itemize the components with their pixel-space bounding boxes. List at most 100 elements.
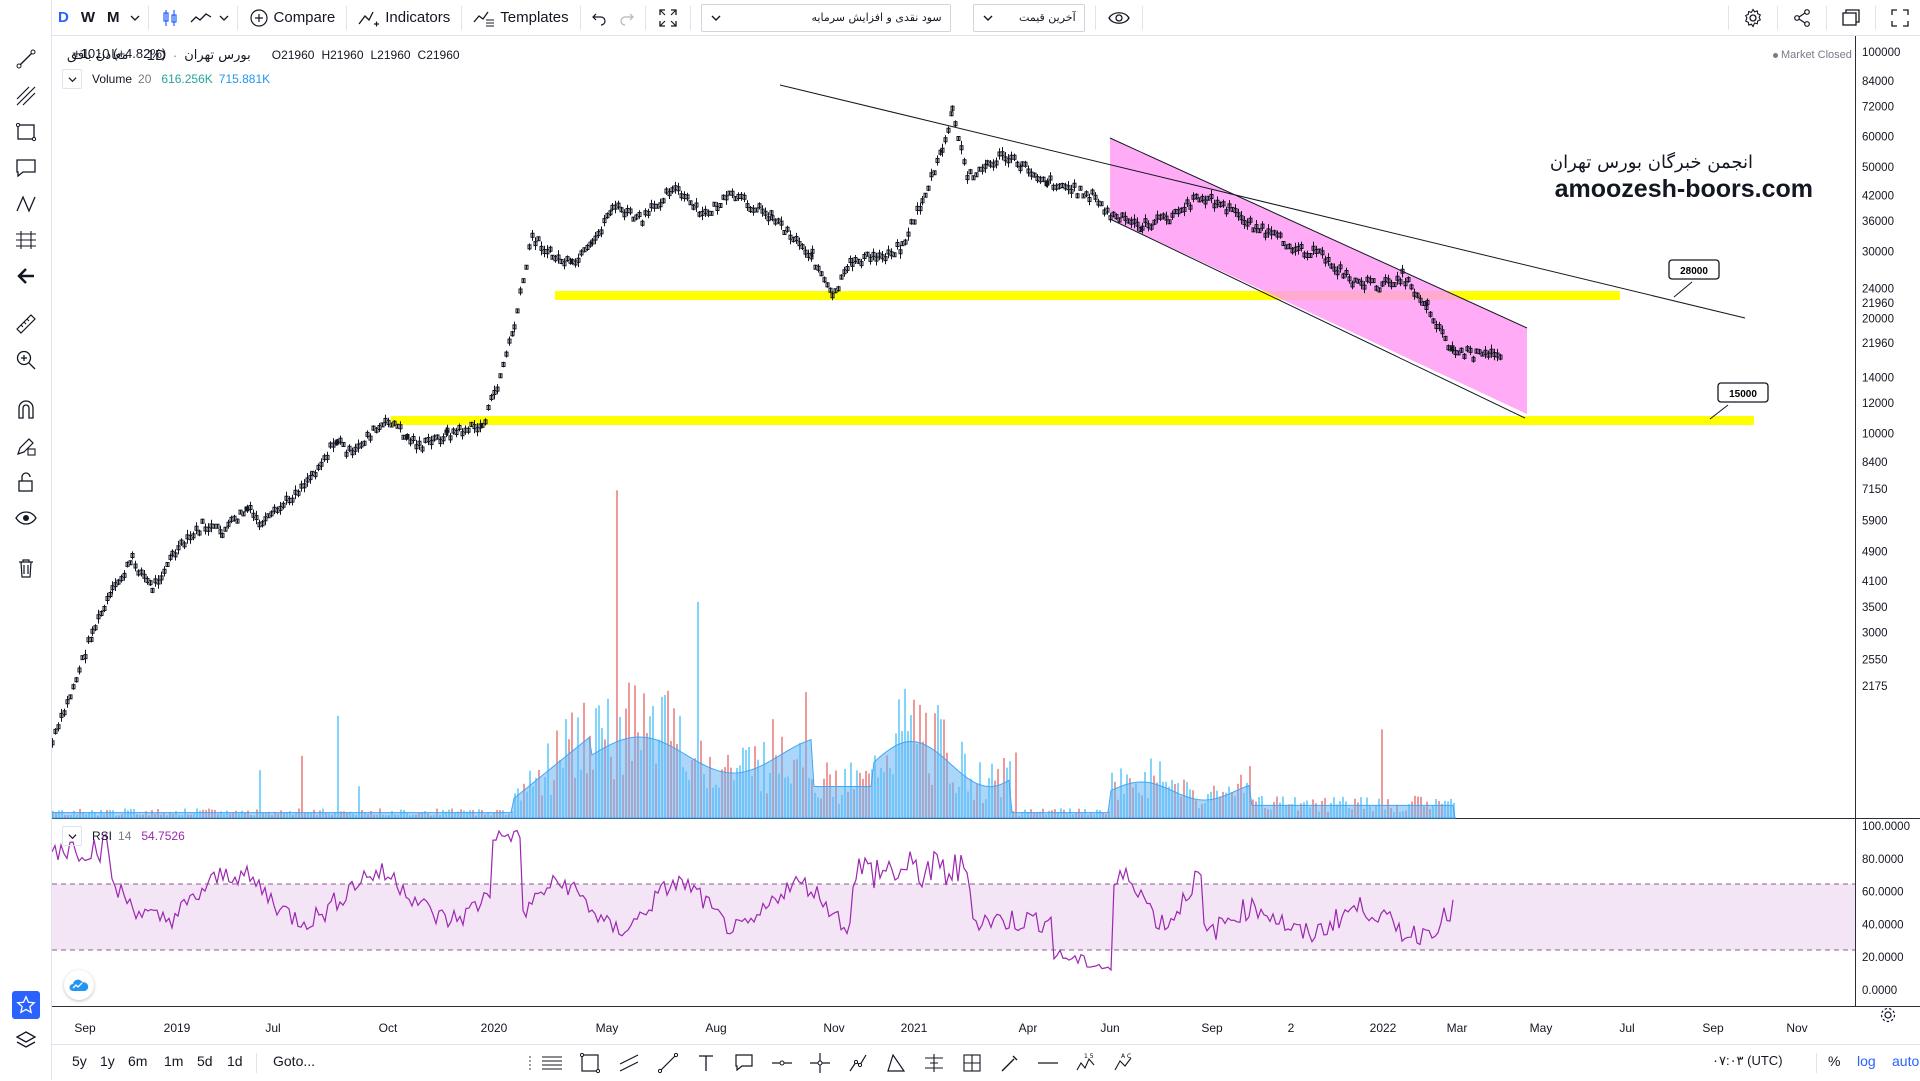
date-price-range-icon[interactable] xyxy=(922,1051,946,1075)
redo-icon[interactable] xyxy=(613,4,641,32)
interval-d-button[interactable]: D xyxy=(58,9,69,26)
fullscreen-icon[interactable] xyxy=(650,4,686,32)
triangle-pattern-icon[interactable] xyxy=(884,1051,908,1075)
interval-m-button[interactable]: M xyxy=(107,9,120,26)
collapse-chevron-icon[interactable] xyxy=(62,69,82,89)
auto-scale-button[interactable]: auto xyxy=(1892,1053,1920,1069)
volume-legend[interactable]: Volume 20 616.256K 715.881K xyxy=(62,69,270,89)
snapshot-icon[interactable] xyxy=(1831,4,1871,32)
candles-chart-type-icon[interactable] xyxy=(153,4,187,32)
time-axis[interactable]: Sep 2019 Jul Oct 2020 May Aug Nov 2021 Apr Jun Sep 2… xyxy=(74,1021,1807,1035)
chart-type-chevron-icon[interactable] xyxy=(215,4,233,32)
path-tool-icon[interactable] xyxy=(846,1051,870,1075)
chart-canvas[interactable]: 28000 15000 انجمن خبرگان بورس تهران amoo… xyxy=(52,36,1920,1044)
rectangle-icon[interactable] xyxy=(12,118,40,146)
object-tree-layers-icon[interactable] xyxy=(12,1027,40,1055)
resistance-trend-line[interactable] xyxy=(779,84,1746,319)
support-zone-28000[interactable] xyxy=(555,291,1620,300)
symbol-name[interactable]: معادن بافق xyxy=(67,47,129,63)
horizontal-ray-icon[interactable] xyxy=(770,1051,794,1075)
share-icon[interactable] xyxy=(1782,4,1822,32)
axis-settings-gear-icon[interactable] xyxy=(1880,1007,1896,1023)
percent-scale-button[interactable]: % xyxy=(1828,1053,1841,1069)
volume-value: 616.256K xyxy=(161,72,213,86)
interval-w-button[interactable]: W xyxy=(80,9,96,26)
collapse-chevron-icon[interactable] xyxy=(62,826,82,846)
text-tool-icon[interactable] xyxy=(694,1051,718,1075)
rectangle-tool-icon[interactable] xyxy=(578,1051,602,1075)
callout-15000[interactable]: 15000 xyxy=(1709,382,1769,420)
templates-button[interactable]: Templates xyxy=(466,4,575,32)
ruler-icon[interactable] xyxy=(12,310,40,338)
horizontal-lines-icon[interactable] xyxy=(540,1051,564,1075)
zoom-in-icon[interactable] xyxy=(12,346,40,374)
rsi-axis[interactable]: 100.0000 80.0000 60.0000 40.0000 20.0000 0.00… xyxy=(1862,821,1910,997)
price-source-dropdown[interactable]: آخرین قیمت xyxy=(972,3,1085,32)
fib-grid-icon[interactable] xyxy=(960,1051,984,1075)
support-zone-15000[interactable] xyxy=(391,416,1754,425)
settings-gear-icon[interactable] xyxy=(1733,4,1773,32)
hide-drawings-eye-icon[interactable] xyxy=(12,504,40,532)
range-6m-button[interactable]: 6m xyxy=(128,1053,148,1069)
range-1m-button[interactable]: 1m xyxy=(164,1053,184,1069)
range-5y-button[interactable]: 5y xyxy=(72,1053,87,1069)
range-1y-button[interactable]: 1y xyxy=(100,1053,115,1069)
magnet-icon[interactable] xyxy=(12,396,40,424)
back-arrow-icon[interactable] xyxy=(12,262,40,290)
pitchfork-icon[interactable] xyxy=(12,82,40,110)
dividend-dropdown[interactable]: سود نقدی و افزایش سرمایه xyxy=(700,3,951,32)
abc-pattern-icon[interactable]: A C xyxy=(1112,1051,1136,1075)
callout-tool-icon[interactable] xyxy=(732,1051,756,1075)
channel-upper-line[interactable] xyxy=(1109,137,1528,329)
callout-icon[interactable] xyxy=(12,154,40,182)
callout-28000[interactable]: 28000 xyxy=(1668,259,1720,298)
line-chart-type-icon[interactable] xyxy=(187,4,215,32)
brush-icon[interactable] xyxy=(998,1051,1022,1075)
market-closed-dot-icon xyxy=(1773,52,1778,58)
trend-line-icon[interactable] xyxy=(12,45,40,73)
main-pane[interactable] xyxy=(52,36,1855,818)
undo-icon[interactable] xyxy=(585,4,613,32)
price-candles[interactable] xyxy=(52,105,1503,748)
separator xyxy=(1875,5,1876,30)
pattern-icon[interactable] xyxy=(12,190,40,218)
drag-handle-icon[interactable] xyxy=(526,1051,534,1075)
trash-icon[interactable] xyxy=(12,554,40,582)
measure-range-icon[interactable] xyxy=(12,226,40,254)
range-1d-button[interactable]: 1d xyxy=(227,1053,243,1069)
rsi-band xyxy=(52,884,1855,950)
price-tick-label: 10000 xyxy=(1862,428,1894,440)
price-tick-label: 14000 xyxy=(1862,373,1894,385)
fullscreen-toggle-icon[interactable] xyxy=(1880,4,1920,32)
log-scale-button[interactable]: log xyxy=(1857,1053,1876,1069)
separator xyxy=(256,1053,257,1073)
channel-lower-line[interactable] xyxy=(1109,218,1526,419)
volume-bar xyxy=(1015,752,1017,818)
unlock-icon[interactable] xyxy=(12,468,40,496)
price-tick-label: 100000 xyxy=(1862,47,1900,59)
trend-line-tool-icon[interactable] xyxy=(656,1051,680,1075)
interval-menu-chevron-icon[interactable] xyxy=(126,4,144,32)
separator xyxy=(461,5,463,30)
price-tick-label: 12000 xyxy=(1862,398,1894,410)
ohlc-change: +1010 (+4.82%) xyxy=(73,46,167,61)
horizontal-line-icon[interactable] xyxy=(1036,1051,1060,1075)
elliott-wave-icon[interactable]: 1 5 xyxy=(1074,1051,1098,1075)
indicators-button[interactable]: Indicators xyxy=(351,4,457,32)
range-5d-button[interactable]: 5d xyxy=(197,1053,213,1069)
compare-button[interactable]: Compare xyxy=(242,4,343,32)
lock-drawing-pencil-icon[interactable] xyxy=(12,432,40,460)
favorites-star-icon[interactable] xyxy=(12,991,40,1019)
symbol-legend[interactable]: +1010 (+4.82%) xyxy=(67,46,166,61)
timezone-label[interactable]: ۰۷:۰۳ (UTC) xyxy=(1712,1053,1783,1068)
visibility-eye-icon[interactable] xyxy=(1100,4,1138,32)
price-axis[interactable]: 100000 84000 72000 60000 50000 42000 36000 3000… xyxy=(1862,47,1900,693)
tradingview-cloud-logo-icon[interactable] xyxy=(64,970,94,1000)
rsi-length: 14 xyxy=(118,829,132,843)
separator xyxy=(346,5,348,30)
cross-line-icon[interactable] xyxy=(808,1051,832,1075)
parallel-channel-icon[interactable] xyxy=(617,1051,641,1075)
goto-button[interactable]: Goto... xyxy=(273,1053,316,1069)
rsi-legend[interactable]: RSI 14 54.7526 xyxy=(62,826,185,846)
price-tick-label: 21960 xyxy=(1862,298,1894,310)
